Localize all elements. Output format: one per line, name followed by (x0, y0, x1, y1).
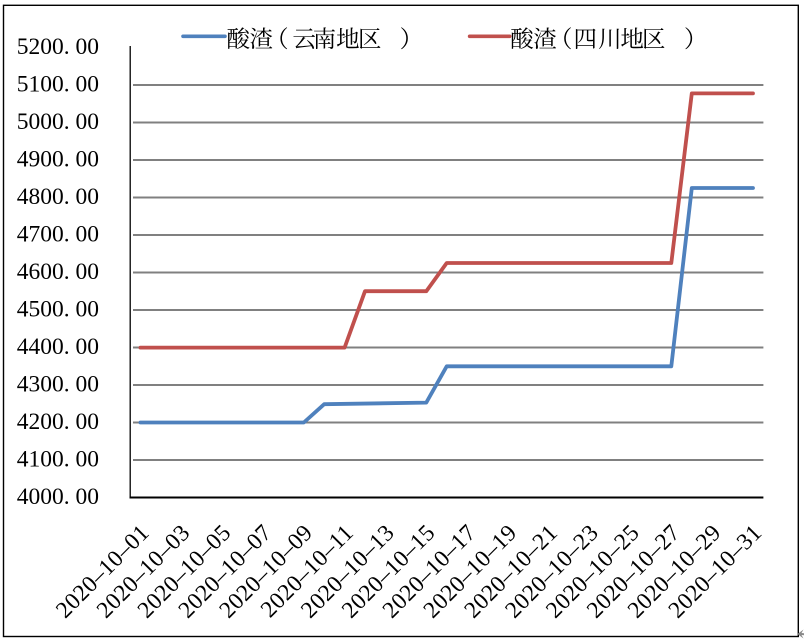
svg-text:5200. 00: 5200. 00 (17, 34, 99, 60)
svg-text:4100. 00: 4100. 00 (17, 447, 99, 473)
svg-text:4700. 00: 4700. 00 (17, 222, 99, 248)
svg-text:4500. 00: 4500. 00 (17, 297, 99, 323)
svg-text:5000. 00: 5000. 00 (17, 109, 99, 135)
svg-text:4200. 00: 4200. 00 (17, 409, 99, 435)
svg-text:4000. 00: 4000. 00 (17, 484, 99, 510)
svg-text:5100. 00: 5100. 00 (17, 72, 99, 98)
svg-text:4400. 00: 4400. 00 (17, 334, 99, 360)
svg-text:4300. 00: 4300. 00 (17, 372, 99, 398)
svg-text:4600. 00: 4600. 00 (17, 259, 99, 285)
svg-text:4800. 00: 4800. 00 (17, 184, 99, 210)
svg-text:4900. 00: 4900. 00 (17, 147, 99, 173)
